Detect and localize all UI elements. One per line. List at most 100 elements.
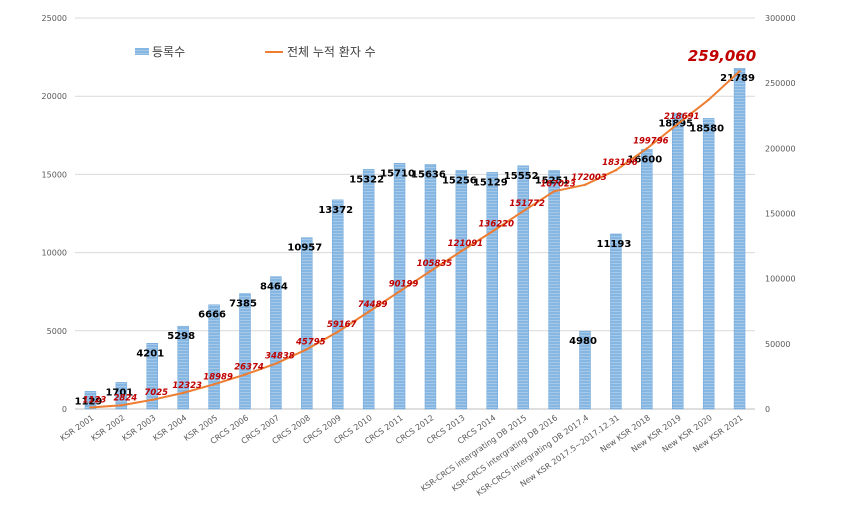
line-point bbox=[614, 169, 618, 172]
line-point bbox=[274, 362, 278, 365]
left-tick-label: 25000 bbox=[42, 14, 67, 23]
bar-value-label: 15251 bbox=[535, 175, 570, 186]
right-tick-label: 150000 bbox=[765, 210, 796, 219]
right-tick-label: 250000 bbox=[765, 79, 796, 88]
bar-value-label: 5298 bbox=[167, 331, 195, 342]
bar bbox=[517, 165, 529, 410]
highlight-total-label: 259,060 bbox=[688, 47, 756, 65]
line-point bbox=[583, 183, 587, 187]
line-value-label: 90199 bbox=[389, 279, 419, 289]
line-value-label: 7025 bbox=[144, 388, 168, 398]
left-tick-label: 20000 bbox=[42, 92, 67, 101]
line-point bbox=[645, 147, 649, 150]
line-point bbox=[305, 348, 309, 351]
line-value-label: 12323 bbox=[172, 381, 202, 391]
bar bbox=[610, 233, 622, 410]
line-point bbox=[243, 373, 247, 376]
line-point bbox=[676, 122, 679, 126]
bar bbox=[672, 113, 684, 410]
left-tick-label: 15000 bbox=[42, 170, 67, 179]
bar-value-label: 1701 bbox=[105, 387, 133, 398]
bar-value-label: 10957 bbox=[287, 243, 322, 254]
bar bbox=[455, 170, 468, 410]
bar bbox=[301, 237, 313, 410]
bar bbox=[393, 163, 406, 410]
right-tick-label: 100000 bbox=[765, 275, 796, 284]
bar bbox=[177, 325, 189, 410]
line-point bbox=[336, 330, 339, 334]
bar bbox=[424, 164, 437, 410]
bar-value-label: 1129 bbox=[75, 396, 103, 407]
line-point bbox=[398, 290, 401, 293]
bar bbox=[486, 172, 498, 410]
bar bbox=[641, 149, 653, 410]
bar bbox=[239, 293, 251, 410]
line-value-label: 183196 bbox=[602, 158, 638, 168]
bar-value-label: 15552 bbox=[504, 171, 539, 182]
right-tick-label: 300000 bbox=[765, 14, 796, 23]
left-tick-label: 5000 bbox=[47, 327, 67, 336]
bar bbox=[270, 276, 282, 410]
x-tick-label: KSR 2004 bbox=[151, 413, 188, 443]
bar bbox=[115, 382, 128, 410]
line-point bbox=[738, 70, 741, 73]
line-value-label: 26374 bbox=[234, 363, 264, 373]
line-value-label: 136220 bbox=[479, 219, 515, 229]
bar-value-label: 8464 bbox=[260, 282, 288, 293]
line-value-label: 121091 bbox=[448, 239, 484, 249]
line-value-label: 34838 bbox=[265, 352, 295, 362]
line-value-label: 18989 bbox=[203, 372, 233, 382]
bar-value-label: 16600 bbox=[627, 154, 662, 165]
bar-value-label: 4201 bbox=[136, 348, 164, 359]
cumulative-line bbox=[90, 70, 741, 409]
line-value-label: 1123 bbox=[83, 396, 107, 406]
line-point bbox=[151, 398, 154, 402]
line-value-label: 151772 bbox=[509, 199, 545, 209]
bar bbox=[362, 169, 375, 410]
legend-bar-swatch bbox=[135, 48, 149, 55]
line-value-label: 172003 bbox=[571, 173, 607, 183]
bar bbox=[332, 199, 344, 410]
bar bbox=[579, 330, 591, 410]
bar bbox=[702, 118, 715, 410]
right-tick-label: 50000 bbox=[765, 340, 790, 349]
legend-bar-label: 등록수 bbox=[152, 45, 185, 59]
bar bbox=[146, 343, 158, 410]
line-value-label: 2824 bbox=[114, 393, 138, 403]
line-point bbox=[89, 406, 92, 409]
line-point bbox=[552, 190, 556, 193]
x-tick-label: KSR 2002 bbox=[90, 413, 127, 443]
bar-value-label: 7385 bbox=[229, 298, 257, 309]
x-tick-label: KSR 2003 bbox=[120, 413, 157, 443]
right-axis-ticks: 0 50000 100000 150000 200000 250000 300000 bbox=[765, 14, 796, 414]
bar-value-label: 15710 bbox=[380, 168, 415, 179]
line-value-label: 45795 bbox=[295, 337, 326, 347]
line-point bbox=[707, 98, 710, 101]
bar-value-label: 15256 bbox=[442, 175, 477, 186]
bar-value-label: 13372 bbox=[318, 205, 353, 216]
bar-value-label: 15129 bbox=[473, 177, 508, 188]
line-point bbox=[212, 383, 216, 386]
line-series: 1123 2824 7025 1232318989263743483845795591… bbox=[83, 70, 741, 409]
legend: 등록수 전체 누적 환자 수 bbox=[135, 45, 376, 59]
right-tick-label: 0 bbox=[765, 405, 770, 414]
line-point bbox=[491, 230, 494, 233]
left-tick-label: 10000 bbox=[42, 249, 67, 258]
line-point bbox=[429, 269, 432, 273]
bar bbox=[84, 391, 97, 410]
line-point bbox=[120, 404, 123, 407]
line-value-label: 59167 bbox=[327, 320, 357, 330]
bar bbox=[733, 68, 746, 410]
bar-value-label: 18580 bbox=[689, 123, 724, 134]
line-point bbox=[367, 310, 370, 314]
legend-line-label: 전체 누적 환자 수 bbox=[287, 45, 376, 59]
line-value-label: 218691 bbox=[664, 112, 700, 122]
bar-value-label: 4980 bbox=[569, 336, 597, 347]
x-tick-label: KSR 2001 bbox=[59, 413, 96, 443]
bar-value-label: 15636 bbox=[411, 169, 446, 180]
line-value-label: 74489 bbox=[358, 300, 388, 310]
